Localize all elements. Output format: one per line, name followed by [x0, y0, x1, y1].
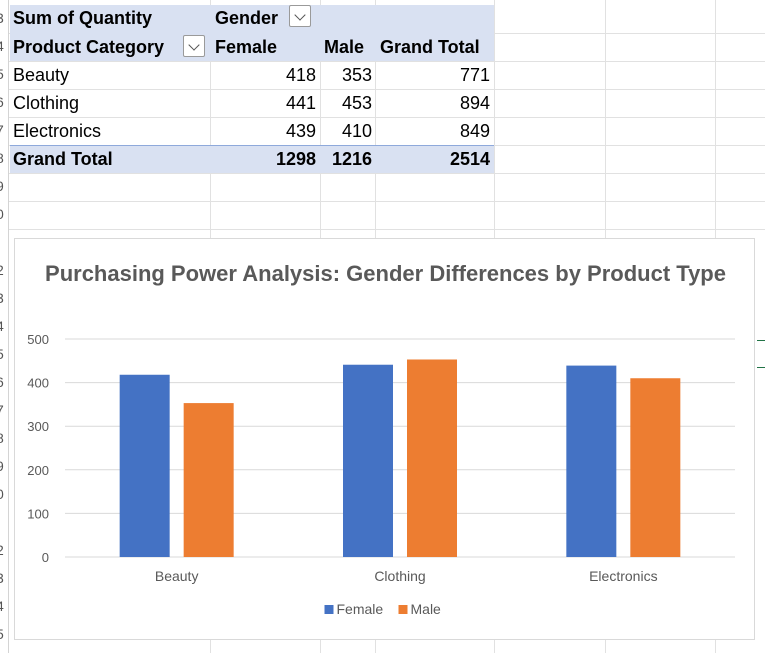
category-filter-dropdown[interactable] — [183, 35, 205, 57]
bar-female-electronics[interactable] — [566, 365, 617, 557]
bar-female-beauty[interactable] — [119, 374, 170, 557]
row-number[interactable]: 8 — [0, 430, 8, 446]
col-header-female[interactable]: Female — [215, 37, 278, 57]
row-number[interactable]: 2 — [0, 262, 8, 278]
row-number[interactable]: 6 — [0, 94, 8, 110]
pivot-row-field[interactable]: Product Category — [13, 37, 165, 57]
cell-beauty-female[interactable]: 418 — [285, 65, 316, 85]
row-label-grand-total[interactable]: Grand Total — [13, 149, 113, 169]
pivot-total-band — [10, 145, 494, 173]
y-tick-label: 100 — [27, 506, 49, 521]
pivot-column-field[interactable]: Gender — [215, 8, 279, 28]
bar-male-beauty[interactable] — [183, 403, 234, 557]
row-number[interactable]: 0 — [0, 206, 8, 222]
row-number[interactable]: 4 — [0, 38, 8, 54]
selection-edge — [757, 340, 765, 341]
cell-clothing-male[interactable]: 453 — [341, 93, 372, 113]
row-gridline — [9, 173, 765, 174]
row-gridline — [9, 61, 765, 62]
legend-label-female[interactable]: Female — [337, 601, 384, 617]
x-tick-label: Clothing — [374, 568, 425, 584]
pivot-header-band — [10, 5, 494, 61]
cell-clothing-total[interactable]: 894 — [459, 93, 490, 113]
row-number[interactable]: 6 — [0, 374, 8, 390]
selection-edge — [757, 367, 765, 368]
row-number[interactable]: 9 — [0, 178, 8, 194]
legend-swatch-female[interactable] — [324, 605, 334, 614]
chart-area[interactable]: Purchasing Power Analysis: Gender Differ… — [14, 238, 755, 640]
row-number[interactable]: 5 — [0, 626, 8, 642]
row-number[interactable]: 0 — [0, 486, 8, 502]
col-header-male[interactable]: Male — [324, 37, 365, 57]
cell-grand-total[interactable]: 2514 — [449, 149, 490, 169]
row-number[interactable]: 2 — [0, 542, 8, 558]
row-number[interactable]: 3 — [0, 570, 8, 586]
pivot-total-border — [10, 145, 494, 146]
x-tick-label: Beauty — [155, 568, 199, 584]
legend-swatch-male[interactable] — [398, 605, 408, 614]
cell-electronics-female[interactable]: 439 — [285, 121, 316, 141]
bar-male-clothing[interactable] — [407, 359, 457, 557]
row-label-electronics[interactable]: Electronics — [13, 121, 102, 141]
row-label-clothing[interactable]: Clothing — [13, 93, 80, 113]
row-number[interactable]: 3 — [0, 10, 8, 26]
cell-grand-female[interactable]: 1298 — [275, 149, 316, 169]
row-header-strip[interactable]: 3 4 5 6 7 8 9 0 2 3 4 5 6 7 8 9 0 2 3 4 5 — [0, 0, 9, 653]
row-number[interactable]: 7 — [0, 402, 8, 418]
chart-plot[interactable]: 0 100 200 300 400 500 Beauty Clothing Electronic… — [15, 239, 756, 641]
row-number[interactable]: 3 — [0, 290, 8, 306]
chevron-down-icon — [294, 9, 306, 21]
legend-label-male[interactable]: Male — [411, 601, 442, 617]
y-tick-label: 300 — [27, 419, 49, 434]
y-tick-label: 500 — [27, 332, 49, 347]
x-tick-label: Electronics — [589, 568, 657, 584]
y-tick-label: 0 — [42, 550, 49, 565]
row-gridline — [9, 201, 765, 202]
row-label-beauty[interactable]: Beauty — [13, 65, 70, 85]
bar-female-clothing[interactable] — [343, 364, 393, 557]
cell-electronics-total[interactable]: 849 — [459, 121, 490, 141]
row-gridline — [9, 89, 765, 90]
chart-title[interactable]: Purchasing Power Analysis: Gender Differ… — [45, 261, 726, 286]
row-number[interactable]: 5 — [0, 346, 8, 362]
y-tick-label: 200 — [27, 463, 49, 478]
row-number[interactable]: 4 — [0, 598, 8, 614]
cell-beauty-total[interactable]: 771 — [459, 65, 490, 85]
bar-male-electronics[interactable] — [630, 378, 681, 557]
col-header-grand-total[interactable]: Grand Total — [380, 37, 480, 57]
row-number[interactable]: 4 — [0, 318, 8, 334]
row-number[interactable]: 9 — [0, 458, 8, 474]
cell-electronics-male[interactable]: 410 — [341, 121, 372, 141]
row-number[interactable]: 7 — [0, 122, 8, 138]
cell-clothing-female[interactable]: 441 — [285, 93, 316, 113]
row-gridline — [9, 117, 765, 118]
cell-beauty-male[interactable]: 353 — [341, 65, 372, 85]
row-number[interactable]: 8 — [0, 150, 8, 166]
row-number[interactable]: 5 — [0, 66, 8, 82]
cell-grand-male[interactable]: 1216 — [331, 149, 372, 169]
gender-filter-dropdown[interactable] — [289, 5, 311, 27]
row-gridline — [9, 229, 765, 230]
y-tick-label: 400 — [27, 376, 49, 391]
pivot-title[interactable]: Sum of Quantity — [13, 8, 152, 28]
chevron-down-icon — [188, 39, 200, 51]
